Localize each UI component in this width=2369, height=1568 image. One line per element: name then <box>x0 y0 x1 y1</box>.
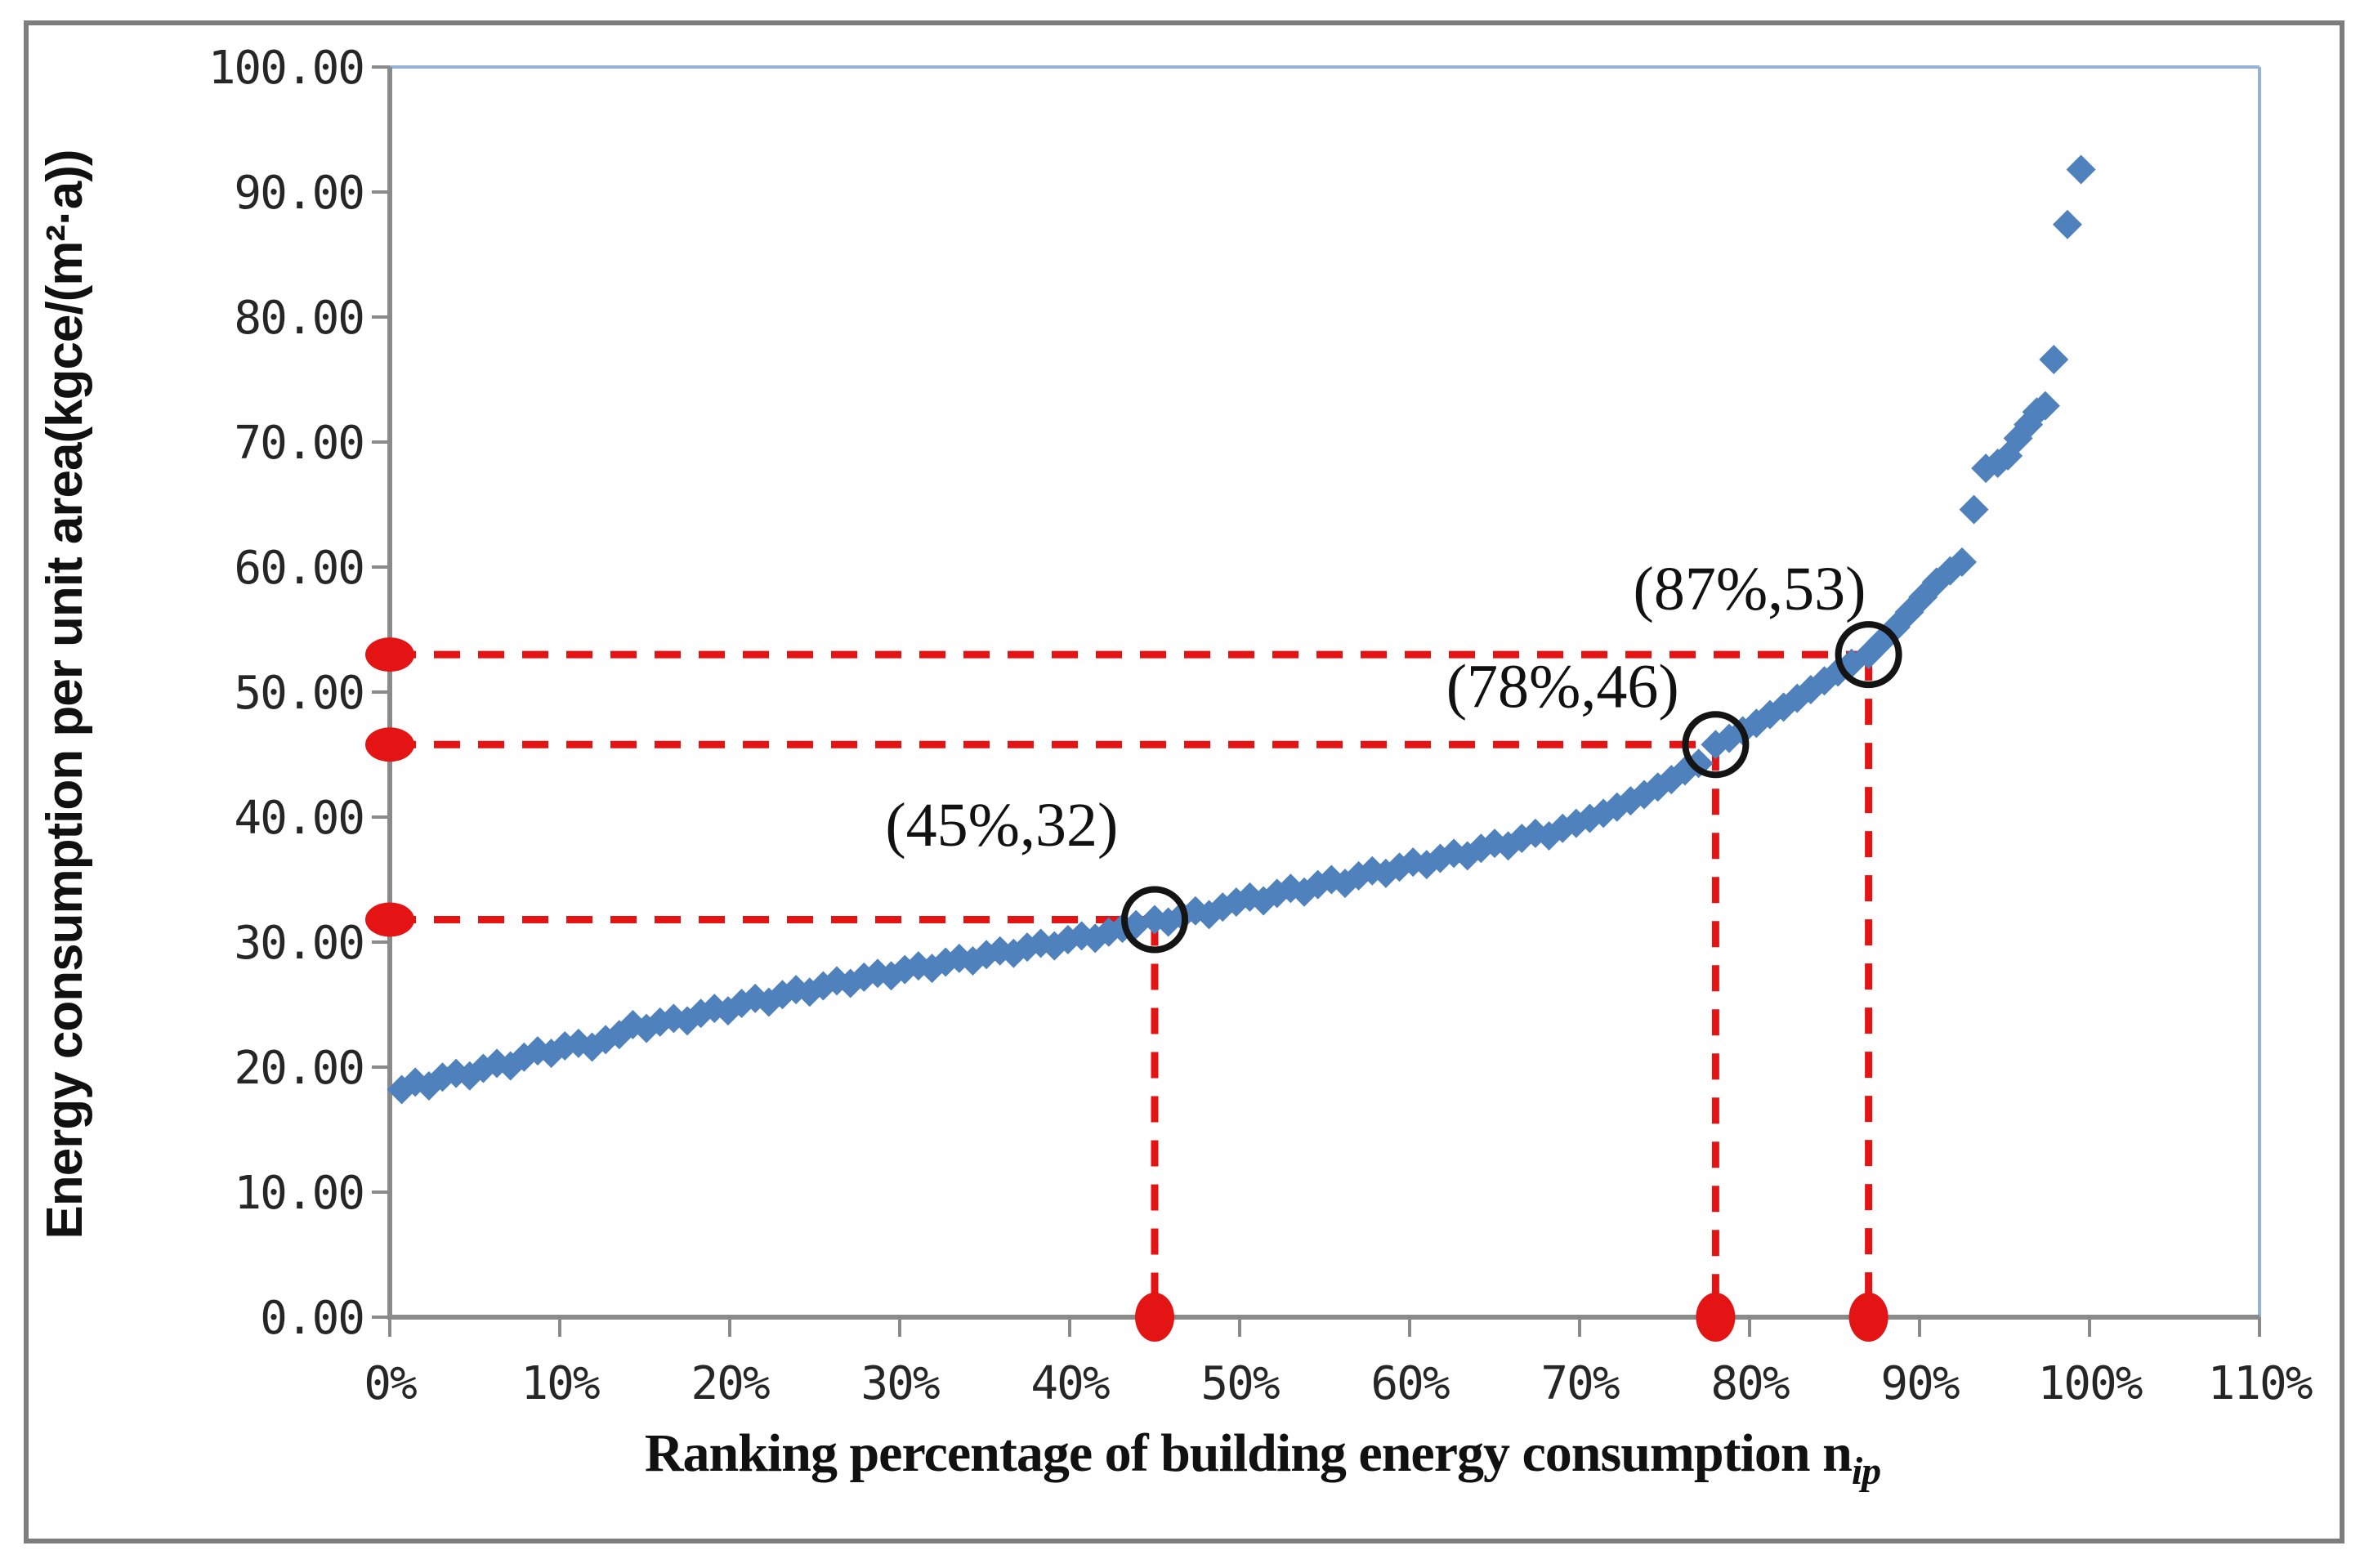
y-tick-label: 20.00 <box>234 1042 364 1095</box>
highlight-circle <box>1121 886 1188 954</box>
x-tick-label: 40% <box>1030 1357 1109 1410</box>
x-tick-label: 30% <box>860 1357 939 1410</box>
points-layer <box>387 154 2096 1105</box>
y-tick-label: 50.00 <box>234 667 364 720</box>
y-tick-label: 30.00 <box>234 917 364 970</box>
annotation-label: (45%,32) <box>885 791 1118 860</box>
x-tick-label: 10% <box>521 1357 599 1410</box>
x-tick-label: 60% <box>1370 1357 1449 1410</box>
highlight-circle <box>1835 621 1902 689</box>
highlight-layer <box>365 637 1888 1342</box>
y-tick-label: 70.00 <box>234 417 364 470</box>
x-axis-title: Ranking percentage of building energy co… <box>645 1423 1880 1493</box>
x-tick-label: 80% <box>1710 1357 1789 1410</box>
x-tick-label: 110% <box>2208 1357 2313 1410</box>
data-point <box>2066 154 2096 185</box>
y-tick-label: 10.00 <box>234 1167 364 1220</box>
x-axis-title-subscript: ip <box>1852 1450 1880 1493</box>
axes-layer: 100.00 90.00 80.00 70.00 60.00 50.00 40.00 30.0… <box>208 42 2314 1410</box>
y-tick-label: 60.00 <box>234 542 364 595</box>
x-tick-label: 50% <box>1200 1357 1279 1410</box>
data-point <box>2030 391 2060 421</box>
y-tick-label: 80.00 <box>234 292 364 345</box>
x-tick-label: 0% <box>364 1357 417 1410</box>
x-axis-red-dot <box>1696 1293 1736 1342</box>
y-tick-label: 90.00 <box>234 167 364 220</box>
data-point <box>1959 494 1989 525</box>
data-point <box>1947 547 1977 577</box>
data-point <box>2052 209 2082 239</box>
y-axis-red-dot <box>365 902 414 937</box>
figure-border <box>24 20 2344 1543</box>
x-tick-label: 20% <box>691 1357 769 1410</box>
y-tick-label: 0.00 <box>260 1292 364 1345</box>
data-point <box>1493 831 1523 861</box>
annotation-label: (87%,53) <box>1634 555 1866 623</box>
x-axis-title-main: Ranking percentage of building energy co… <box>645 1423 1852 1483</box>
data-point <box>2014 409 2044 440</box>
y-tick-label: 40.00 <box>234 792 364 845</box>
y-tick-label: 100.00 <box>208 42 364 95</box>
data-point <box>2039 345 2069 375</box>
x-axis-red-dot <box>1848 1293 1888 1342</box>
x-tick-label: 100% <box>2038 1357 2143 1410</box>
y-axis-red-dot <box>365 637 414 672</box>
data-point <box>1656 765 1687 795</box>
annotation-label: (78%,46) <box>1446 652 1679 721</box>
x-tick-label: 90% <box>1880 1357 1959 1410</box>
x-axis-red-dot <box>1135 1293 1174 1342</box>
x-tick-label: 70% <box>1540 1357 1619 1410</box>
highlight-circle <box>1682 711 1750 779</box>
annotation-layer: (45%,32) (78%,46) (87%,53) <box>885 555 1902 954</box>
y-axis-title: Energy consumption per unit area(kgce/(m… <box>37 150 93 1240</box>
y-axis-red-dot <box>365 727 414 762</box>
